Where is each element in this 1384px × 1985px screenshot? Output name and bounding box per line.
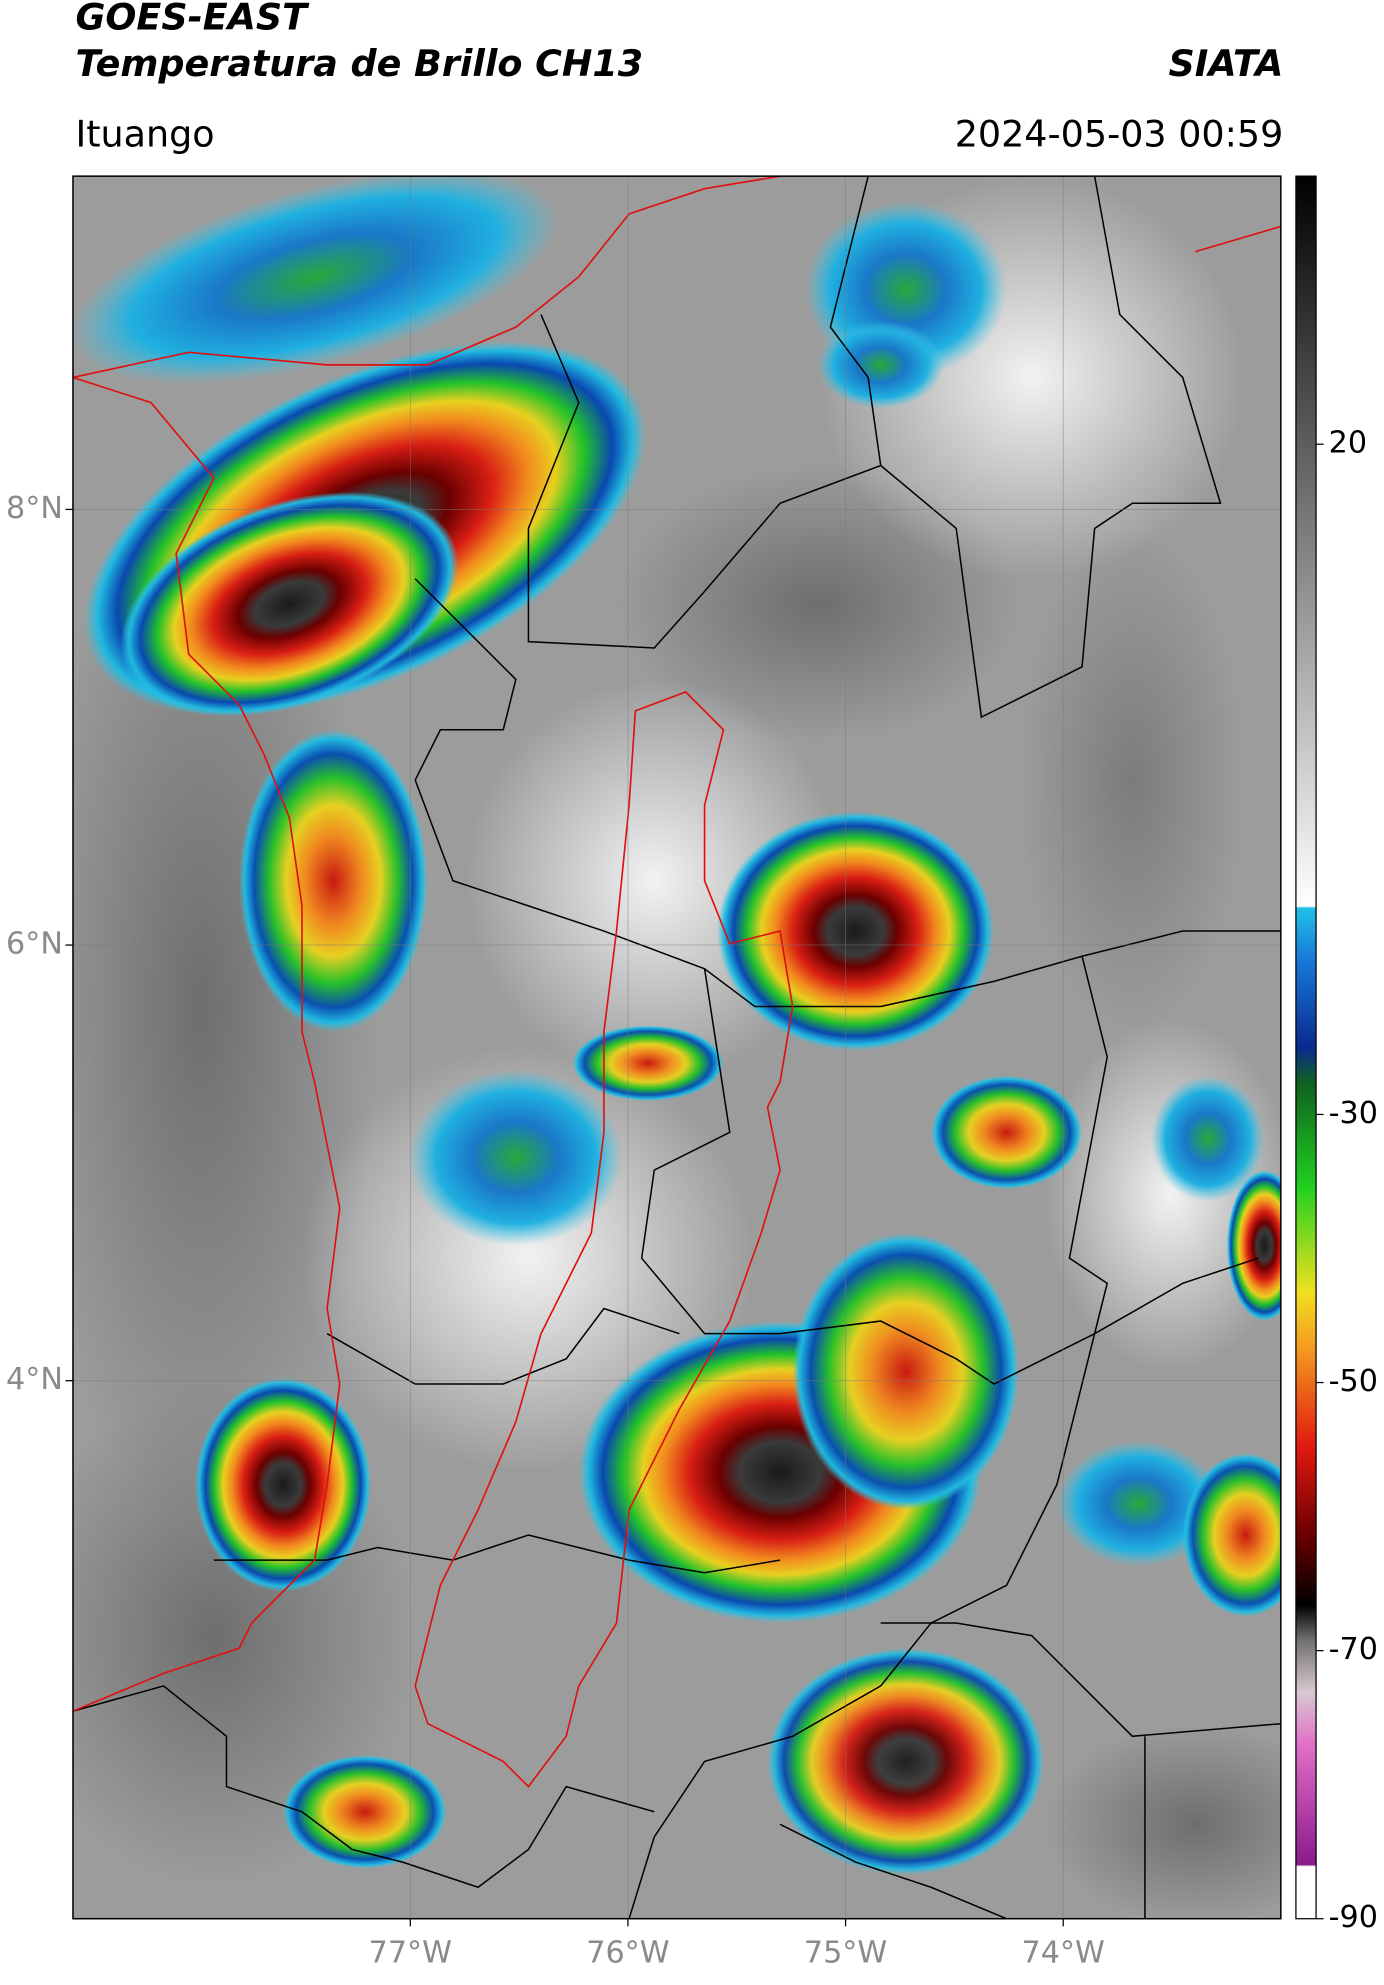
colorbar xyxy=(1295,175,1317,1920)
colorbar-tick-label: -30 xyxy=(1329,1096,1378,1131)
lat-tick-label: 6°N xyxy=(6,927,63,962)
lon-tick-label: 77°W xyxy=(369,1935,452,1970)
lon-tick-label: 75°W xyxy=(804,1935,887,1970)
subtitle: Temperatura de Brillo CH13 xyxy=(75,42,643,85)
location: Ituango xyxy=(75,112,214,155)
boundaries xyxy=(72,176,1281,1919)
satellite-image xyxy=(72,176,1281,1919)
datetime: 2024-05-03 00:59 xyxy=(955,112,1284,155)
graticule xyxy=(65,176,1281,1927)
source: SIATA xyxy=(1168,42,1283,85)
colorbar-tick-label: -70 xyxy=(1329,1632,1378,1667)
colorbar-tick-label: -90 xyxy=(1329,1900,1378,1935)
antioquia-outline xyxy=(72,176,1281,1788)
colorbar-tick-label: 20 xyxy=(1329,426,1367,461)
map-frame xyxy=(72,175,1282,1920)
title: GOES-EAST xyxy=(75,0,310,38)
lon-tick-label: 76°W xyxy=(586,1935,669,1970)
lon-tick-label: 74°W xyxy=(1022,1935,1105,1970)
colorbar-tick-label: -50 xyxy=(1329,1364,1378,1399)
lat-tick-label: 4°N xyxy=(6,1362,63,1397)
lat-tick-label: 8°N xyxy=(6,491,63,526)
